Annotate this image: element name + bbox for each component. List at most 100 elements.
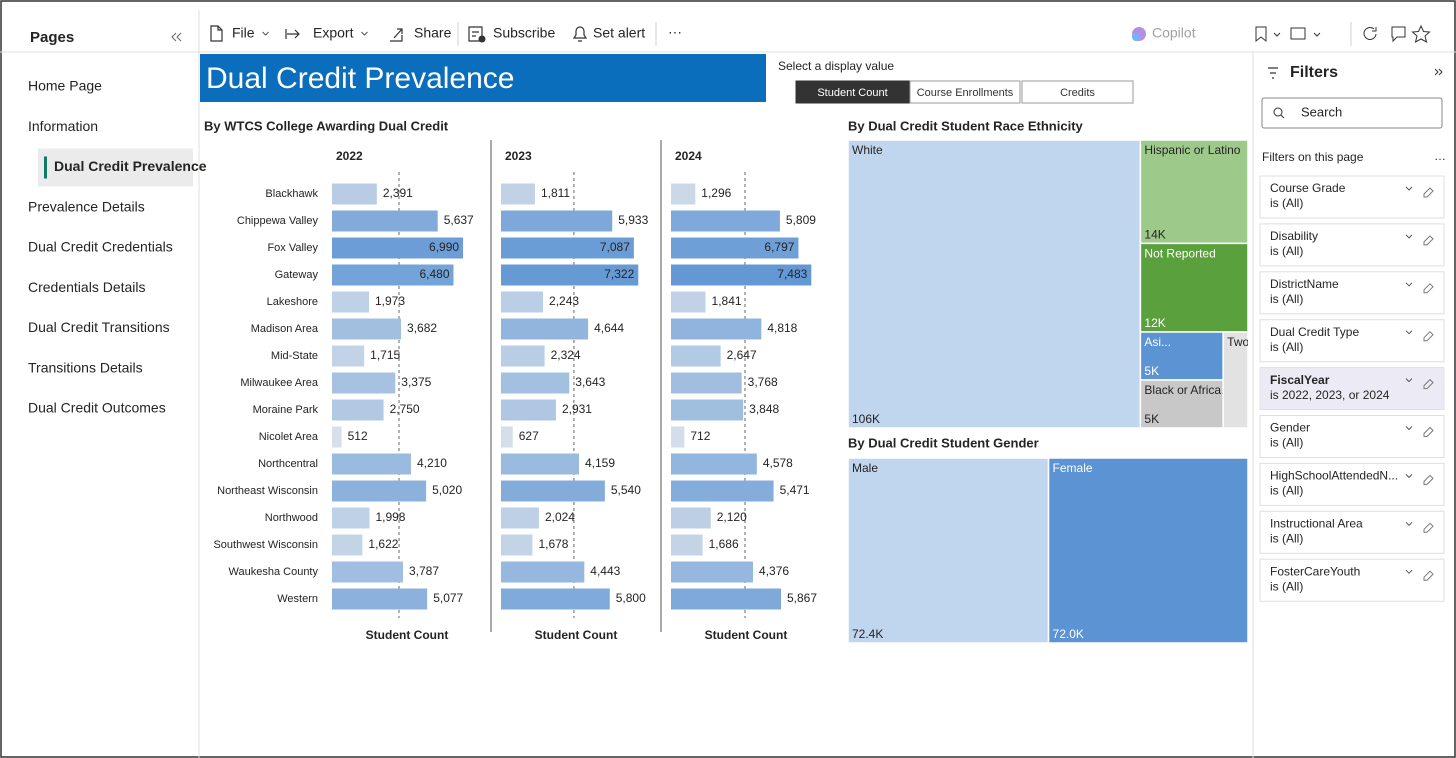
bar	[671, 183, 696, 205]
bar	[501, 291, 544, 313]
bar	[332, 264, 454, 286]
data-label: 4,376	[759, 564, 789, 578]
search-icon	[1280, 114, 1285, 119]
filter-card[interactable]	[1259, 223, 1445, 267]
data-label: 2,750	[390, 402, 420, 416]
bar	[671, 345, 721, 367]
tile-label: Not Reported	[1144, 247, 1215, 261]
axis-label: Student Count	[366, 628, 449, 642]
expand-icon[interactable]	[1434, 68, 1443, 76]
bar	[332, 426, 342, 448]
data-label: 1,686	[709, 537, 739, 551]
selector-button[interactable]	[909, 80, 1021, 104]
data-label: 7,087	[600, 240, 630, 254]
filter-card[interactable]	[1259, 271, 1445, 315]
chevron	[1405, 186, 1413, 191]
filter-card[interactable]	[1259, 462, 1445, 506]
filter-value: is (All)	[1270, 196, 1303, 210]
clear-filter-icon	[1423, 474, 1434, 485]
data-label: 512	[348, 429, 368, 443]
data-label: 3,848	[749, 402, 779, 416]
filter-card[interactable]	[1259, 415, 1445, 458]
bar	[501, 399, 556, 421]
page-link[interactable]: Prevalence Details	[28, 198, 145, 214]
active-page-bg	[38, 148, 193, 187]
toolbar-item[interactable]: Share	[414, 25, 452, 41]
bar	[332, 534, 363, 556]
filter-value: is (All)	[1270, 340, 1303, 354]
filter-name: Instructional Area	[1270, 516, 1363, 530]
data-label: 5,540	[611, 483, 641, 497]
favorite-icon[interactable]	[1411, 24, 1431, 43]
filter-name: Disability	[1270, 229, 1318, 243]
page-link[interactable]: Dual Credit Outcomes	[28, 400, 166, 416]
bar	[671, 426, 685, 448]
bar	[501, 561, 585, 583]
data-label: 1,841	[712, 294, 742, 308]
data-label: 2,243	[549, 294, 579, 308]
tile-labels: Asi... 5K	[1144, 335, 1171, 378]
filter-name: DistrictName	[1270, 277, 1339, 291]
toolbar-item[interactable]: File	[232, 25, 255, 41]
copilot[interactable]: Copilot	[1152, 25, 1196, 41]
data-label: 6,990	[429, 240, 459, 254]
filter-card[interactable]	[1259, 175, 1445, 219]
category-label: Blackhawk	[265, 188, 318, 200]
tile-label: Asi...	[1144, 335, 1171, 349]
page-link[interactable]: Information	[28, 118, 98, 134]
data-label: 5,471	[780, 483, 810, 497]
data-label: 3,787	[409, 564, 439, 578]
tile-labels: Female 72.0K	[1053, 461, 1093, 641]
filter-card[interactable]	[1259, 319, 1445, 363]
category-label: Chippewa Valley	[237, 215, 319, 227]
filter-card[interactable]	[1259, 367, 1445, 411]
bar	[501, 453, 579, 475]
filter-card[interactable]	[1259, 558, 1445, 602]
tile-label: Black or Africa...	[1144, 383, 1231, 397]
filter-card[interactable]	[1259, 510, 1445, 554]
bar	[501, 264, 639, 286]
chevron	[1405, 521, 1413, 527]
selector-option: Credits	[1060, 87, 1095, 99]
clear-filter-icon	[1423, 378, 1434, 390]
bookmark-icon[interactable]	[1255, 26, 1267, 43]
bar	[501, 345, 545, 367]
bar	[332, 318, 402, 340]
toolbar-item[interactable]: Export	[313, 25, 354, 41]
page-link[interactable]: Dual Credit Prevalence	[54, 158, 207, 174]
selector-button[interactable]	[1021, 80, 1134, 104]
chart-title: By WTCS College Awarding Dual Credit	[204, 118, 449, 133]
tile-label: Two or more r...	[1227, 335, 1310, 349]
more-icon[interactable]: ···	[668, 24, 682, 40]
page-link[interactable]: Transitions Details	[28, 359, 143, 375]
data-label: 7,322	[604, 267, 634, 281]
search-box[interactable]	[1261, 97, 1443, 129]
more-icon[interactable]: …	[1434, 149, 1446, 163]
page-link[interactable]: Home Page	[28, 78, 102, 94]
toolbar-item[interactable]: Subscribe	[493, 25, 555, 41]
data-label: 5,809	[786, 213, 816, 227]
view-icon[interactable]	[1290, 27, 1306, 40]
panel-header: 2022	[336, 149, 363, 163]
category-label: Madison Area	[251, 323, 319, 335]
selector-button[interactable]	[795, 80, 910, 104]
filter-name: Dual Credit Type	[1270, 325, 1359, 339]
page-link[interactable]: Dual Credit Credentials	[28, 239, 173, 255]
toolbar-icon	[390, 28, 403, 42]
pages-title: Pages	[30, 29, 74, 46]
bar	[671, 210, 780, 232]
bar	[501, 237, 634, 259]
chevron	[1405, 426, 1413, 431]
comment-icon[interactable]	[1391, 26, 1406, 43]
report-title: Dual Credit Prevalence	[206, 62, 514, 95]
toolbar-item[interactable]: Set alert	[593, 25, 645, 41]
refresh-icon[interactable]	[1363, 27, 1377, 40]
bar	[671, 453, 757, 475]
bar	[501, 426, 513, 448]
collapse-icon[interactable]	[171, 32, 182, 42]
page-link[interactable]: Dual Credit Transitions	[28, 319, 170, 335]
search-icon	[1273, 107, 1283, 117]
page-link[interactable]: Credentials Details	[28, 279, 146, 295]
